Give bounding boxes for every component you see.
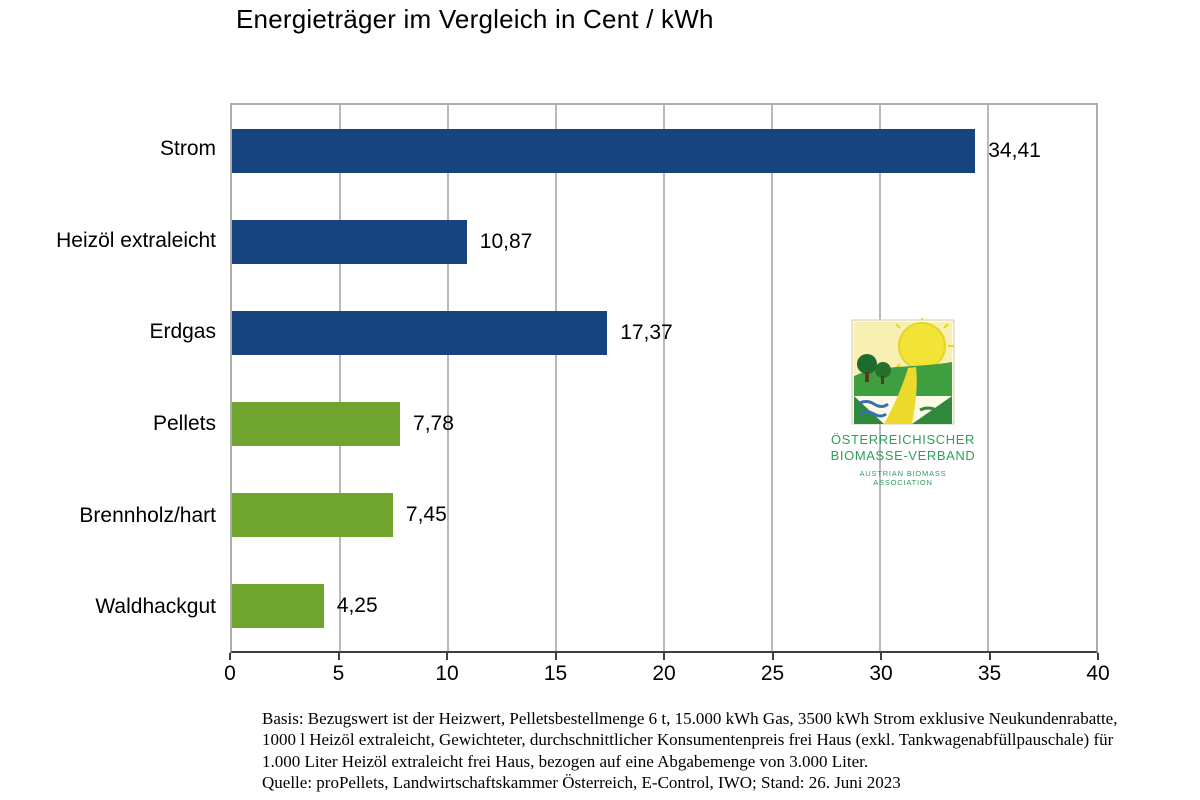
bar-row: 10,87 (232, 196, 1096, 287)
x-axis-tick-label: 40 (1086, 662, 1110, 685)
footnote-line-3: 1.000 Liter Heizöl extraleicht frei Haus… (262, 751, 869, 771)
gridline (339, 105, 341, 651)
x-axis-tick-label: 30 (869, 662, 893, 685)
x-axis-tick-label: 35 (977, 662, 1002, 685)
biomass-logo-image (851, 318, 955, 425)
value-label-pellets: 7,78 (413, 411, 454, 435)
x-axis-tick-label: 15 (543, 662, 568, 685)
bar-row: 7,45 (232, 469, 1096, 560)
y-axis-label-pellets: Pellets (152, 411, 216, 435)
value-label-heizoel: 10,87 (479, 229, 533, 253)
x-axis-tick (771, 653, 774, 660)
x-axis-tick-label: 0 (224, 662, 236, 685)
bar-rows: 34,41 10,87 17,37 7,78 7,45 4,25 (232, 105, 1096, 651)
value-label-erdgas: 17,37 (620, 320, 673, 344)
gridline (987, 105, 989, 651)
bar-row: 4,25 (232, 560, 1096, 651)
bar-erdgas (232, 310, 608, 355)
biomass-verband-logo: ÖSTERREICHISCHER BIOMASSE-VERBAND AUSTRI… (830, 318, 976, 487)
y-axis-label-brennholz: Brennholz/hart (79, 503, 216, 527)
y-axis-labels: Strom Heizöl extraleicht Erdgas Pellets … (0, 103, 216, 653)
x-axis-tick-label: 20 (652, 662, 676, 685)
x-axis-tick (988, 653, 991, 660)
x-axis-ticks (229, 653, 1099, 661)
gridline (663, 105, 665, 651)
bar-heizoel (232, 219, 467, 264)
footnote-line-1: Basis: Bezugswert ist der Heizwert, Pell… (262, 709, 1118, 728)
bar-strom (232, 128, 976, 173)
x-axis-tick (446, 653, 448, 660)
x-axis-tick (880, 653, 882, 660)
chart-title: Energieträger im Vergleich in Cent / kWh (236, 4, 714, 34)
bar-row: 7,78 (232, 378, 1096, 469)
gridline (555, 105, 557, 651)
x-axis-tick (1097, 653, 1099, 660)
x-axis-tick-labels: 0 5 10 15 20 25 30 35 40 (224, 662, 1110, 688)
logo-text-line1: ÖSTERREICHISCHER (831, 432, 975, 447)
x-axis-tick (337, 653, 340, 660)
value-label-waldhackgut: 4,25 (336, 593, 378, 617)
x-axis-tick (229, 653, 231, 660)
footnote: Basis: Bezugswert ist der Heizwert, Pell… (262, 708, 1162, 794)
bar-row: 17,37 (232, 287, 1096, 378)
x-axis-tick-label: 25 (760, 662, 785, 685)
x-axis-tick (554, 653, 557, 660)
value-label-brennholz: 7,45 (405, 502, 447, 526)
gridline (771, 105, 773, 651)
y-axis-label-heizoel: Heizöl extraleicht (56, 228, 216, 252)
bar-pellets (232, 401, 401, 446)
x-axis-tick (663, 653, 665, 660)
x-axis-tick-label: 5 (332, 662, 345, 685)
gridline (447, 105, 449, 651)
logo-text-line2: BIOMASSE-VERBAND (830, 448, 976, 464)
y-axis-label-waldhackgut: Waldhackgut (95, 595, 216, 619)
bar-brennholz (232, 492, 393, 537)
y-axis-label-strom: Strom (159, 136, 216, 160)
logo-text-line3: AUSTRIAN BIOMASS ASSOCIATION (859, 468, 947, 487)
value-label-strom: 34,41 (988, 138, 1041, 162)
bar-waldhackgut (232, 583, 324, 628)
footnote-line-2: 1000 l Heizöl extraleicht, Gewichteter, … (262, 730, 1114, 750)
bar-row: 34,41 (232, 105, 1096, 196)
x-axis-tick-label: 10 (435, 662, 459, 685)
footnote-line-4: Quelle: proPellets, Landwirtschaftskamme… (262, 773, 901, 793)
y-axis-label-erdgas: Erdgas (149, 320, 216, 344)
